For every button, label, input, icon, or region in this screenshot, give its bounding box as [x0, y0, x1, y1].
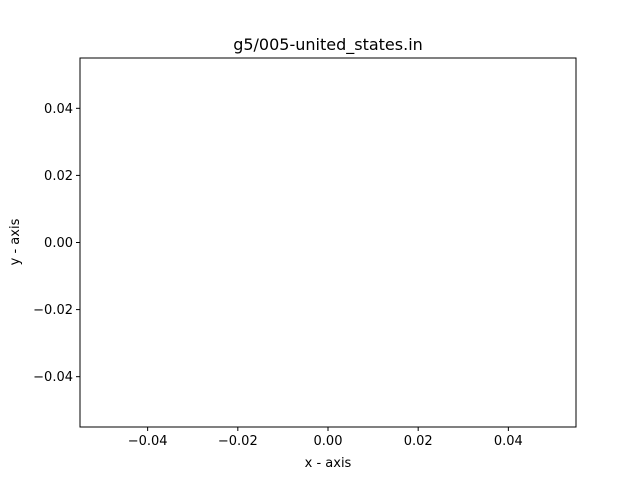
- plot-area: [79, 57, 577, 428]
- y-axis-label: y - axis: [8, 218, 23, 265]
- x-tick-label: 0.02: [404, 434, 433, 449]
- x-tick-label: 0.04: [494, 434, 523, 449]
- x-ticks: −0.04 −0.02 0.00 0.02 0.04: [128, 427, 523, 449]
- y-ticks: −0.04 −0.02 0.00 0.02 0.04: [33, 102, 80, 385]
- x-tick-label: 0.00: [314, 434, 343, 449]
- y-tick-label: 0.04: [44, 102, 73, 117]
- x-axis-label: x - axis: [305, 456, 352, 471]
- y-tick-label: 0.02: [44, 169, 73, 184]
- x-tick-label: −0.04: [128, 434, 168, 449]
- y-tick-label: 0.00: [44, 236, 73, 251]
- y-tick-label: −0.02: [33, 303, 73, 318]
- x-tick-label: −0.02: [218, 434, 258, 449]
- chart-title: g5/005-united_states.in: [233, 35, 423, 55]
- y-tick-label: −0.04: [33, 370, 73, 385]
